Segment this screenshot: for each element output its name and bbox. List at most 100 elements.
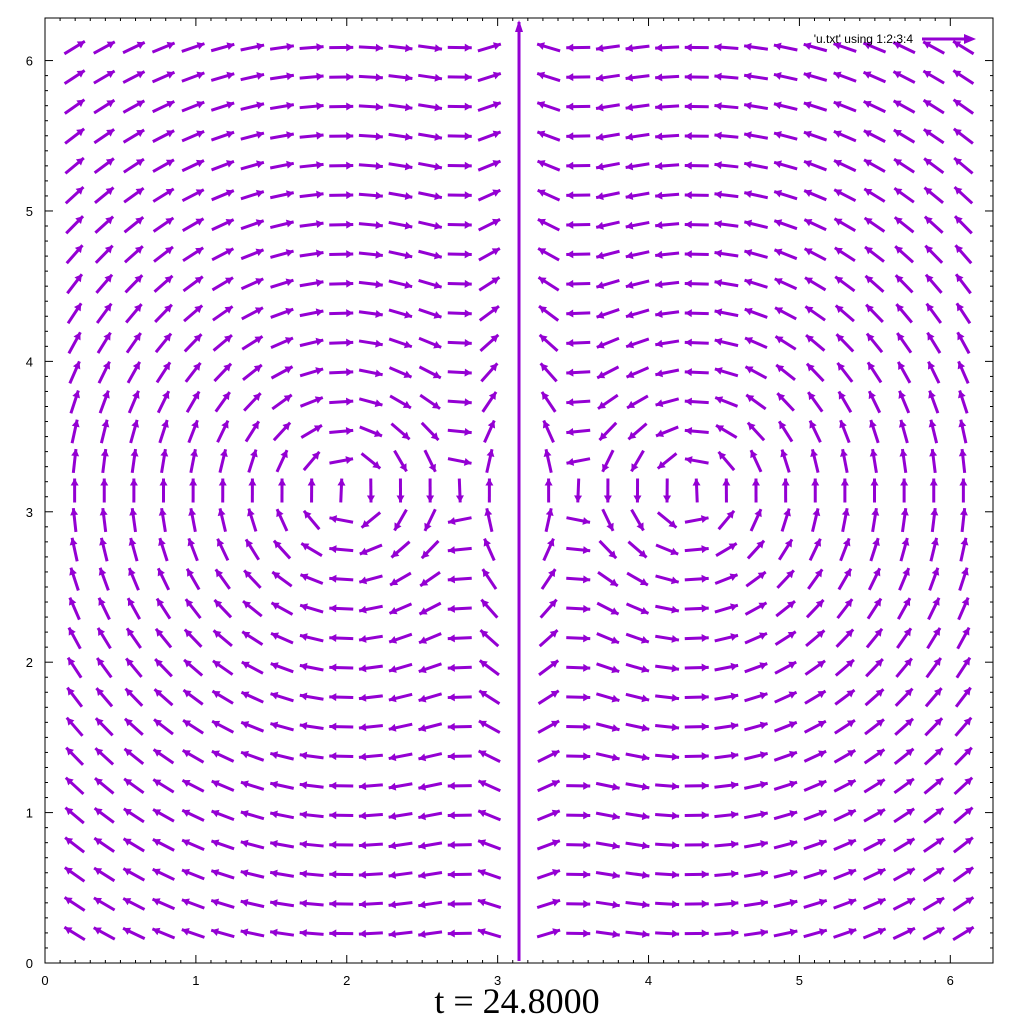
vector-arrow-head xyxy=(544,478,553,486)
vector-arrow-head xyxy=(374,429,383,438)
vector-arrow-head xyxy=(877,839,886,847)
vector-arrow-head xyxy=(213,630,222,639)
vector-arrow-head xyxy=(375,43,383,52)
vector-arrow-head xyxy=(250,449,258,458)
vector-arrow-head xyxy=(165,246,173,255)
legend-arrowhead xyxy=(964,34,976,44)
vector-arrow-head xyxy=(225,189,234,197)
vector-arrow-head xyxy=(671,811,680,820)
x-tick-label: 4 xyxy=(645,973,652,988)
vector-arrow-head xyxy=(299,781,308,790)
vector-arrow-head xyxy=(611,694,620,703)
vector-arrow-head xyxy=(744,249,753,257)
vector-arrow-head xyxy=(126,658,134,667)
vector-arrow-head xyxy=(789,869,798,878)
vector-arrow-head xyxy=(877,898,886,906)
vector-arrow-head xyxy=(358,723,367,732)
vector-arrow-head xyxy=(240,810,249,818)
vector-arrow-head xyxy=(684,132,692,141)
vector-arrow-head xyxy=(905,748,914,757)
vector-arrow-head xyxy=(185,599,194,608)
vector-arrow-head xyxy=(131,419,140,428)
vector-arrow-head xyxy=(838,391,846,400)
vector-arrow-head xyxy=(595,44,604,53)
vector-arrow-head xyxy=(548,599,557,608)
vector-arrow-head xyxy=(866,304,874,313)
vector-arrow-head xyxy=(583,663,591,672)
vector-arrow-head xyxy=(684,279,692,288)
vector-arrow-head xyxy=(758,632,767,640)
vector-arrow-head xyxy=(612,871,620,880)
vector-arrow-head xyxy=(757,572,766,580)
vector-arrow-head xyxy=(925,245,934,254)
vector-arrow-head xyxy=(583,781,591,790)
vector-arrow-head xyxy=(65,807,74,816)
vector-arrow-head xyxy=(789,810,798,818)
vector-arrow-head xyxy=(99,508,108,516)
vector-arrow-head xyxy=(299,899,307,908)
vector-arrow-head xyxy=(134,275,143,283)
vector-arrow-head xyxy=(256,160,264,169)
vector-arrow-head xyxy=(271,602,280,610)
vector-arrow-head xyxy=(751,478,760,486)
vector-arrow-head xyxy=(69,567,77,576)
vector-arrow-head xyxy=(71,419,80,428)
vector-arrow-head xyxy=(756,540,765,549)
vector-arrow-head xyxy=(464,161,472,170)
vector-arrow-head xyxy=(74,303,82,312)
vector-arrow-head xyxy=(329,545,337,554)
vector-arrow-head xyxy=(165,217,174,226)
vector-arrow-head xyxy=(953,70,962,78)
vector-arrow-head xyxy=(596,192,604,201)
vector-arrow-head xyxy=(597,401,607,409)
vector-arrow-head xyxy=(625,251,634,260)
vector-arrow-head xyxy=(804,277,814,285)
vector-arrow-head xyxy=(196,130,205,138)
vector-arrow-head xyxy=(893,71,902,79)
vector-arrow-head xyxy=(954,187,963,195)
vector-arrow-head xyxy=(818,898,827,907)
vector-arrow-head xyxy=(486,449,495,457)
vector-arrow-head xyxy=(958,390,966,399)
vector-arrow-head xyxy=(655,280,663,289)
vector-arrow-head xyxy=(388,930,396,939)
vector-arrow-head xyxy=(597,371,606,379)
vector-arrow-head xyxy=(94,808,103,816)
vector-arrow-head xyxy=(934,718,943,726)
vector-arrow-head xyxy=(447,663,455,672)
vector-arrow-head xyxy=(225,248,234,256)
vector-arrow-head xyxy=(875,689,884,697)
vector-arrow-head xyxy=(844,599,853,608)
vector-arrow-head xyxy=(863,130,872,138)
vector-arrow-head xyxy=(640,606,649,615)
vector-arrow-head xyxy=(583,693,591,702)
vector-arrow-head xyxy=(128,568,136,577)
vector-arrow-head xyxy=(671,841,680,850)
vector-arrow-head xyxy=(403,340,412,349)
vector-arrow-head xyxy=(487,420,496,429)
vector-arrow-head xyxy=(655,250,663,259)
vector-arrow-head xyxy=(464,43,472,52)
vector-arrow-head xyxy=(329,870,337,879)
vector-arrow-head xyxy=(162,391,170,400)
vector-arrow-head xyxy=(759,751,768,759)
vector-arrow-head xyxy=(539,306,548,314)
vector-arrow-head xyxy=(100,478,109,486)
vector-arrow-head xyxy=(434,103,442,112)
vector-arrow-head xyxy=(641,812,650,821)
vector-arrow-head xyxy=(566,132,574,141)
vector-arrow-head xyxy=(625,73,634,82)
vector-arrow-head xyxy=(404,221,413,230)
vector-arrow-head xyxy=(962,627,970,636)
vector-arrow-head xyxy=(286,131,294,140)
vector-arrow-head xyxy=(299,810,308,819)
vector-arrow-head xyxy=(893,41,902,49)
vector-arrow-head xyxy=(270,721,279,730)
vector-arrow-head xyxy=(730,751,739,760)
vector-arrow-head xyxy=(714,220,722,229)
vector-arrow-head xyxy=(655,339,663,348)
vector-arrow-head xyxy=(625,192,634,200)
vector-arrow-head xyxy=(478,809,487,818)
vector-arrow-head xyxy=(316,190,324,199)
vector-arrow-head xyxy=(928,419,937,428)
